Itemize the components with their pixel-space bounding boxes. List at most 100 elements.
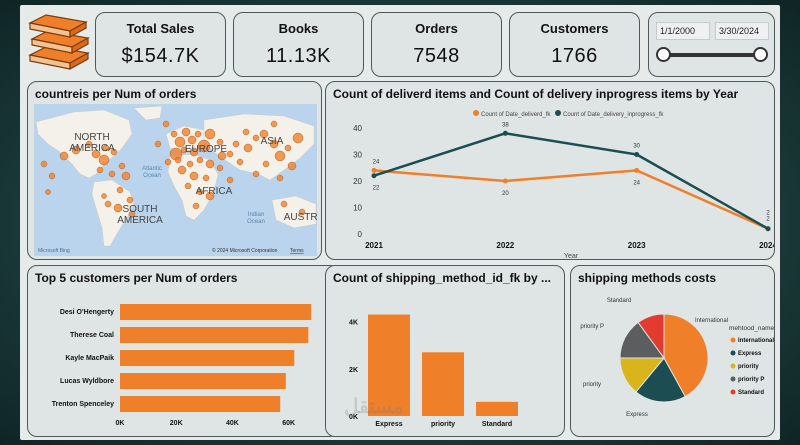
bar: [120, 327, 309, 343]
top-customers-panel: Top 5 customers per Num of orders Desi O…: [27, 265, 340, 437]
map-bubble: [48, 172, 56, 180]
legend-title: mehtood_name: [729, 325, 775, 332]
map-bubble: [110, 148, 118, 156]
line-chart-title: Count of deliverd items and Count of del…: [333, 87, 739, 101]
category-label: Desi O'Hengerty: [60, 309, 114, 316]
legend-label: Express: [738, 351, 762, 357]
series-line-1: [373, 132, 769, 230]
map-bubble: [71, 145, 81, 155]
map-bubble: [287, 161, 297, 171]
data-label: 2: [766, 217, 770, 223]
map-bubbles[interactable]: [40, 120, 306, 218]
data-label: 2: [766, 211, 770, 217]
map-bubble: [116, 186, 124, 194]
top-customers-title: Top 5 customers per Num of orders: [35, 271, 238, 285]
books-icon: [28, 14, 90, 71]
map-bubble: [91, 149, 101, 159]
bar: [120, 350, 295, 366]
shipping-count-chart[interactable]: Express priority Standard 0K 2K 4K: [326, 288, 565, 437]
start-date-input[interactable]: 1/1/2000: [656, 22, 710, 40]
map-bubble: [118, 162, 126, 170]
legend-label: priority P: [738, 377, 764, 383]
data-point: [502, 178, 508, 184]
map-bubble: [126, 196, 134, 204]
pie-slice: [637, 313, 665, 360]
legend-marker: [730, 376, 736, 382]
map-bubble: [252, 134, 260, 142]
map-bubble: [226, 176, 234, 184]
y-tick-label: 4K: [349, 320, 358, 327]
map-bubble: [98, 154, 110, 166]
map-bubble: [177, 165, 187, 175]
map-terms-link[interactable]: Terms: [290, 248, 304, 254]
map-bubble: [174, 156, 182, 164]
map-bubble: [280, 200, 288, 208]
map-bubble: [197, 139, 211, 153]
slice-label: Express: [626, 412, 648, 418]
map-bubble: [181, 127, 191, 137]
map-bubble: [104, 200, 112, 208]
data-label: 24: [633, 180, 640, 186]
kpi-value: 7548: [413, 45, 460, 67]
kpi-total-sales: Total Sales $154.7K: [95, 12, 226, 77]
top-customers-chart[interactable]: Desi O'Hengerty Therese Coal Kayle MacPaik…: [28, 288, 340, 437]
slice-label: priority: [583, 382, 601, 388]
slider-track[interactable]: [663, 53, 761, 57]
map-bubble: [204, 128, 216, 140]
x-tick-label: 2023: [628, 241, 646, 250]
map-bubble: [189, 147, 199, 157]
data-point: [634, 152, 640, 157]
legend-label-1: Count of Date_delivery_inprogress_fk: [563, 112, 664, 118]
data-point: [371, 167, 377, 173]
end-date-input[interactable]: 3/30/2024: [715, 22, 769, 40]
map-bubble: [40, 160, 48, 168]
map-bubble: [128, 210, 136, 218]
map-bubble: [192, 202, 200, 210]
kpi-value: $154.7K: [121, 45, 200, 67]
category-label: Therese Coal: [70, 332, 114, 339]
map-attribution: © 2024 Microsoft Corporation: [212, 247, 278, 254]
map-bubble: [59, 151, 69, 161]
map-bubble: [194, 130, 202, 138]
map-bubble: [252, 170, 260, 178]
shipping-cost-pie[interactable]: International Express priority priority P St…: [571, 286, 775, 436]
map-bubble: [170, 130, 178, 138]
map-label-asia: ASIA: [261, 136, 284, 147]
x-tick-label: 2022: [496, 241, 514, 250]
kpi-orders: Orders 7548: [371, 12, 502, 77]
map-bubble: [205, 191, 215, 201]
map-label-north-america: NORTH AMERICA: [69, 132, 115, 154]
x-tick-label: 0K: [116, 420, 125, 427]
map-label-south-america: SOUTH AMERICA: [117, 204, 163, 226]
line-chart[interactable]: Count of Date_deliverd_fk Count of Date_d…: [326, 102, 775, 260]
slider-end-handle[interactable]: [753, 47, 768, 62]
legend-marker: [730, 389, 736, 395]
slider-start-handle[interactable]: [656, 47, 671, 62]
world-map[interactable]: NORTH AMERICA SOUTH AMERICA EUROPE ASIA AF…: [34, 104, 317, 256]
map-bubble: [216, 164, 224, 172]
x-tick-label: 60K: [282, 420, 295, 427]
map-bubble: [298, 208, 306, 216]
map-bubble: [113, 203, 123, 213]
map-bubble: [259, 129, 269, 139]
category-label: priority: [431, 421, 455, 428]
map-bubble: [292, 132, 304, 144]
x-tick-label: 40K: [226, 420, 239, 427]
kpi-books: Books 11.13K: [233, 12, 364, 77]
y-tick-label: 10: [353, 204, 362, 213]
kpi-value: 1766: [551, 45, 598, 67]
y-tick-label: 30: [353, 151, 362, 160]
map-bubble: [196, 156, 204, 164]
map-bubble: [274, 150, 286, 162]
watermark: مستقل: [344, 396, 404, 418]
bar: [422, 352, 464, 416]
map-bubble: [180, 146, 188, 154]
map-bubble: [262, 160, 270, 168]
map-bubble: [184, 182, 192, 190]
map-bubble: [216, 138, 224, 146]
data-point: [765, 226, 771, 232]
kpi-customers: Customers 1766: [509, 12, 640, 77]
category-label: Kayle MacPaik: [65, 355, 114, 362]
map-bubble: [284, 144, 292, 152]
map-bubble: [269, 139, 279, 149]
